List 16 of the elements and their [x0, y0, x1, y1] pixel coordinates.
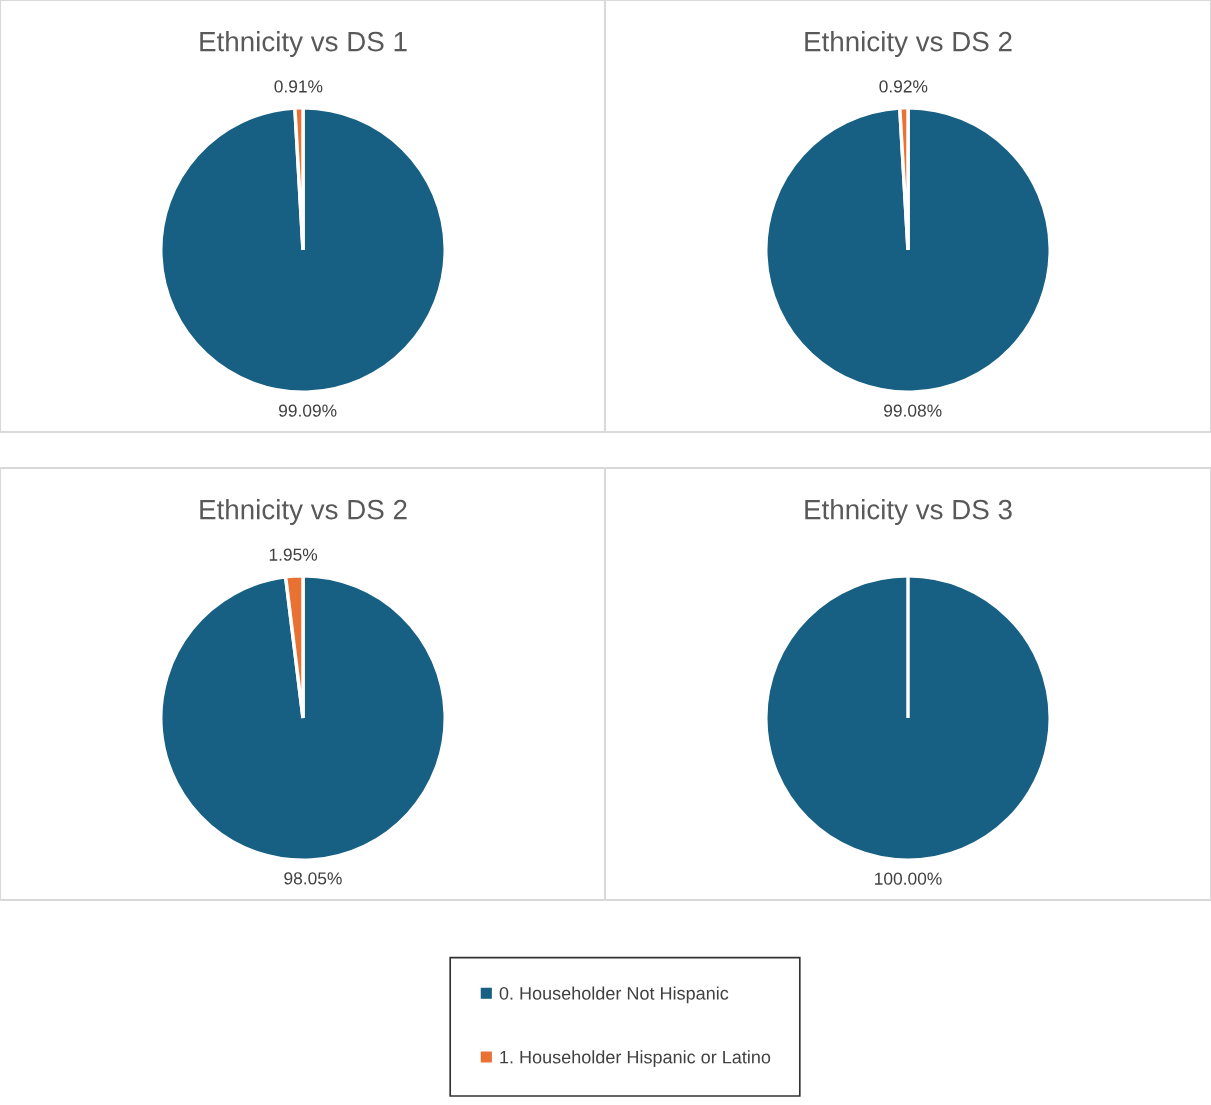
- chart-title: Ethnicity vs DS 3: [805, 499, 1012, 525]
- pie-slice: [764, 106, 1052, 394]
- data-label: 0.92%: [879, 80, 928, 93]
- data-label: 99.09%: [279, 404, 337, 417]
- pie-slice: [159, 574, 447, 862]
- data-label: 100.00%: [875, 872, 942, 885]
- data-label: 98.05%: [284, 872, 342, 885]
- chart-title: Ethnicity vs DS 2: [200, 499, 407, 525]
- data-label: 99.08%: [884, 404, 942, 417]
- legend-label: 1. Householder Hispanic or Latino: [500, 1050, 771, 1068]
- chart-title: Ethnicity vs DS 2: [805, 31, 1012, 57]
- chart-title: Ethnicity vs DS 1: [200, 31, 407, 57]
- pie-slice: [159, 106, 447, 394]
- legend-label: 0. Householder Not Hispanic: [499, 986, 729, 1004]
- data-label: 0.91%: [274, 80, 323, 93]
- data-label: 1.95%: [269, 548, 318, 561]
